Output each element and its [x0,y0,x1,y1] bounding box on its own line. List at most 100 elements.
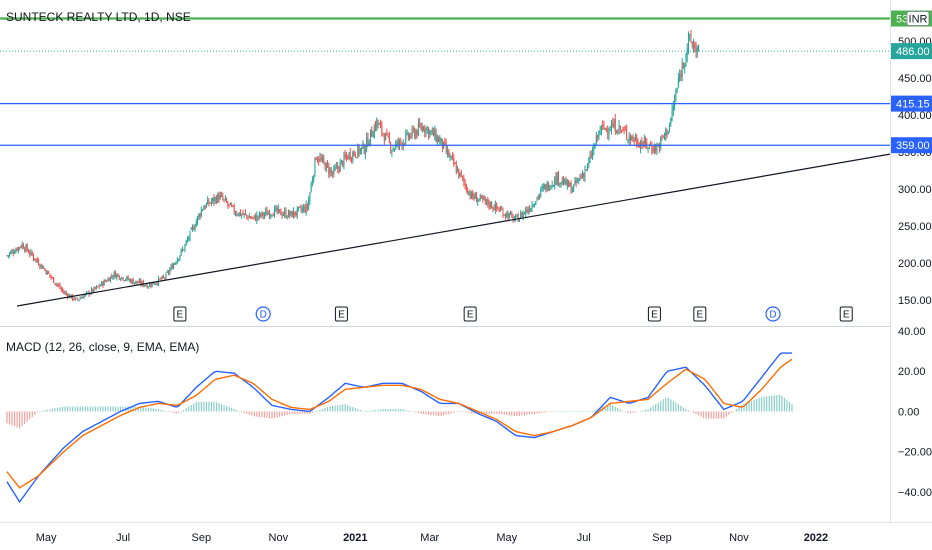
macd-title: MACD (12, 26, close, 9, EMA, EMA) [6,340,199,354]
trendline-line[interactable] [16,153,891,307]
candle-body [518,218,520,222]
candle-body [215,197,217,203]
candle-body [236,213,238,215]
macd-histogram-bar [385,409,387,412]
time-tick-label: 2021 [343,532,367,544]
earnings-marker[interactable] [463,306,477,322]
candle-body [655,144,657,152]
macd-axis[interactable]: −40.00 −20.00 0.00 20.00 40.00 [898,326,932,499]
trendline[interactable] [16,153,891,307]
earnings-marker[interactable] [173,306,187,322]
candle-body [300,207,302,211]
candle-body [218,194,220,200]
macd-histogram-bar [579,411,581,413]
macd-histogram-bar [607,405,609,412]
macd-histogram-bar [319,409,321,412]
macd-histogram-bar [21,411,23,427]
candle-body [232,205,234,207]
candle-body [258,212,260,217]
candle-body [361,146,363,150]
candle-body [559,183,561,185]
macd-histogram-bar [652,405,654,412]
macd-lines [6,352,793,504]
candle-body [430,131,432,133]
candle-body [457,169,459,172]
earnings-marker[interactable] [647,306,661,322]
candle-body [21,243,23,248]
candle-body [162,276,164,278]
candle-body [344,154,346,157]
candle-body [675,92,677,100]
macd-histogram-bar [473,411,475,414]
candle-body [228,204,230,206]
candle-body [680,73,682,78]
candle-body [270,214,272,216]
macd-histogram-bar [185,408,187,412]
currency-box[interactable] [906,11,930,26]
macd-histogram-bar [374,409,377,412]
candle-body [140,280,142,285]
time-axis[interactable]: May Jul Sep Nov 2021 Mar May Jul Sep Nov 2022 [36,532,828,544]
candle-body [135,280,137,283]
candle-body [460,172,462,176]
macd-histogram-bar [127,406,129,412]
macd-histogram-bar [725,411,727,417]
dividend-marker[interactable] [255,306,271,322]
candle-body [229,203,231,205]
earnings-marker[interactable] [334,306,348,322]
candle-body [301,208,303,211]
candle-body [38,260,40,266]
time-tick-label: 2022 [804,532,828,544]
macd-histogram-bar [347,405,349,412]
candle-body [49,273,51,277]
candle-body [101,281,103,286]
macd-histogram-bar [49,409,51,412]
candle-body [46,271,48,275]
candle-body [391,151,393,153]
macd-histogram-bar [720,411,722,419]
candle-body [121,276,123,279]
macd-pane[interactable] [6,352,793,504]
macd-histogram-bar [405,409,407,412]
macd-histogram-bar [316,410,319,412]
macd-histogram-bar [546,411,548,413]
dividend-marker[interactable] [765,306,781,322]
candle-body [91,288,93,293]
candle-body [607,130,609,134]
candle-body [578,178,580,181]
earnings-marker-letter: E [651,310,658,321]
candle-body [257,216,259,218]
candle-body [15,249,17,253]
macd-histogram-bar [670,399,672,412]
macd-histogram-bar [79,406,81,412]
candle-body [545,184,547,191]
macd-histogram-bar [420,411,422,414]
horizontal-levels[interactable] [0,17,890,146]
candle-body [628,136,630,141]
candle-body [417,123,419,136]
macd-histogram-bar [523,411,526,416]
macd-tick-label: −40.00 [898,487,932,499]
candle-body [429,130,431,135]
candle-body [412,128,414,130]
candle-body [195,221,197,227]
macd-histogram-bar [619,409,621,412]
price-tick-label: 200.00 [898,258,932,270]
candle-body [63,291,65,293]
candle-body [580,176,582,178]
candle-body [396,141,398,145]
candle-body [641,141,643,146]
earnings-marker[interactable] [839,306,853,322]
candle-body [501,208,503,210]
earnings-marker[interactable] [693,306,707,322]
macd-series-line [6,358,793,489]
time-tick-label: Jul [577,532,591,544]
candle-body [422,127,424,131]
candle-body [681,62,683,77]
candle-body [12,251,14,254]
price-axis[interactable]: 150.00200.00250.00300.00350.00400.00450.… [898,36,932,307]
candle-body [564,178,566,184]
